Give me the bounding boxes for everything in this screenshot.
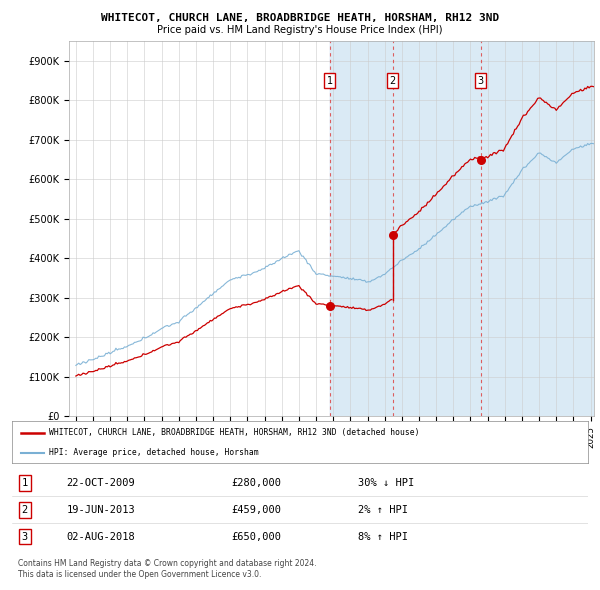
Point	[325, 301, 335, 310]
Text: £280,000: £280,000	[231, 478, 281, 488]
Text: 30% ↓ HPI: 30% ↓ HPI	[358, 478, 414, 488]
Point	[476, 155, 485, 165]
Point	[388, 230, 397, 240]
Text: 19-JUN-2013: 19-JUN-2013	[67, 505, 136, 514]
Bar	[330, 41, 481, 416]
Text: Price paid vs. HM Land Registry's House Price Index (HPI): Price paid vs. HM Land Registry's House …	[157, 25, 443, 35]
Text: £459,000: £459,000	[231, 505, 281, 514]
Text: 2: 2	[389, 76, 396, 86]
Text: £650,000: £650,000	[231, 532, 281, 542]
Text: 2: 2	[22, 505, 28, 514]
Text: 3: 3	[478, 76, 484, 86]
Text: 2% ↑ HPI: 2% ↑ HPI	[358, 505, 407, 514]
Text: 22-OCT-2009: 22-OCT-2009	[67, 478, 136, 488]
Text: 3: 3	[22, 532, 28, 542]
Text: 8% ↑ HPI: 8% ↑ HPI	[358, 532, 407, 542]
Text: Contains HM Land Registry data © Crown copyright and database right 2024.
This d: Contains HM Land Registry data © Crown c…	[18, 559, 317, 579]
Text: WHITECOT, CHURCH LANE, BROADBRIDGE HEATH, HORSHAM, RH12 3ND: WHITECOT, CHURCH LANE, BROADBRIDGE HEATH…	[101, 13, 499, 23]
Text: WHITECOT, CHURCH LANE, BROADBRIDGE HEATH, HORSHAM, RH12 3ND (detached house): WHITECOT, CHURCH LANE, BROADBRIDGE HEATH…	[49, 428, 420, 437]
Text: 1: 1	[22, 478, 28, 488]
Bar	[330, 41, 594, 416]
Text: HPI: Average price, detached house, Horsham: HPI: Average price, detached house, Hors…	[49, 448, 259, 457]
Text: 02-AUG-2018: 02-AUG-2018	[67, 532, 136, 542]
Text: 1: 1	[327, 76, 333, 86]
